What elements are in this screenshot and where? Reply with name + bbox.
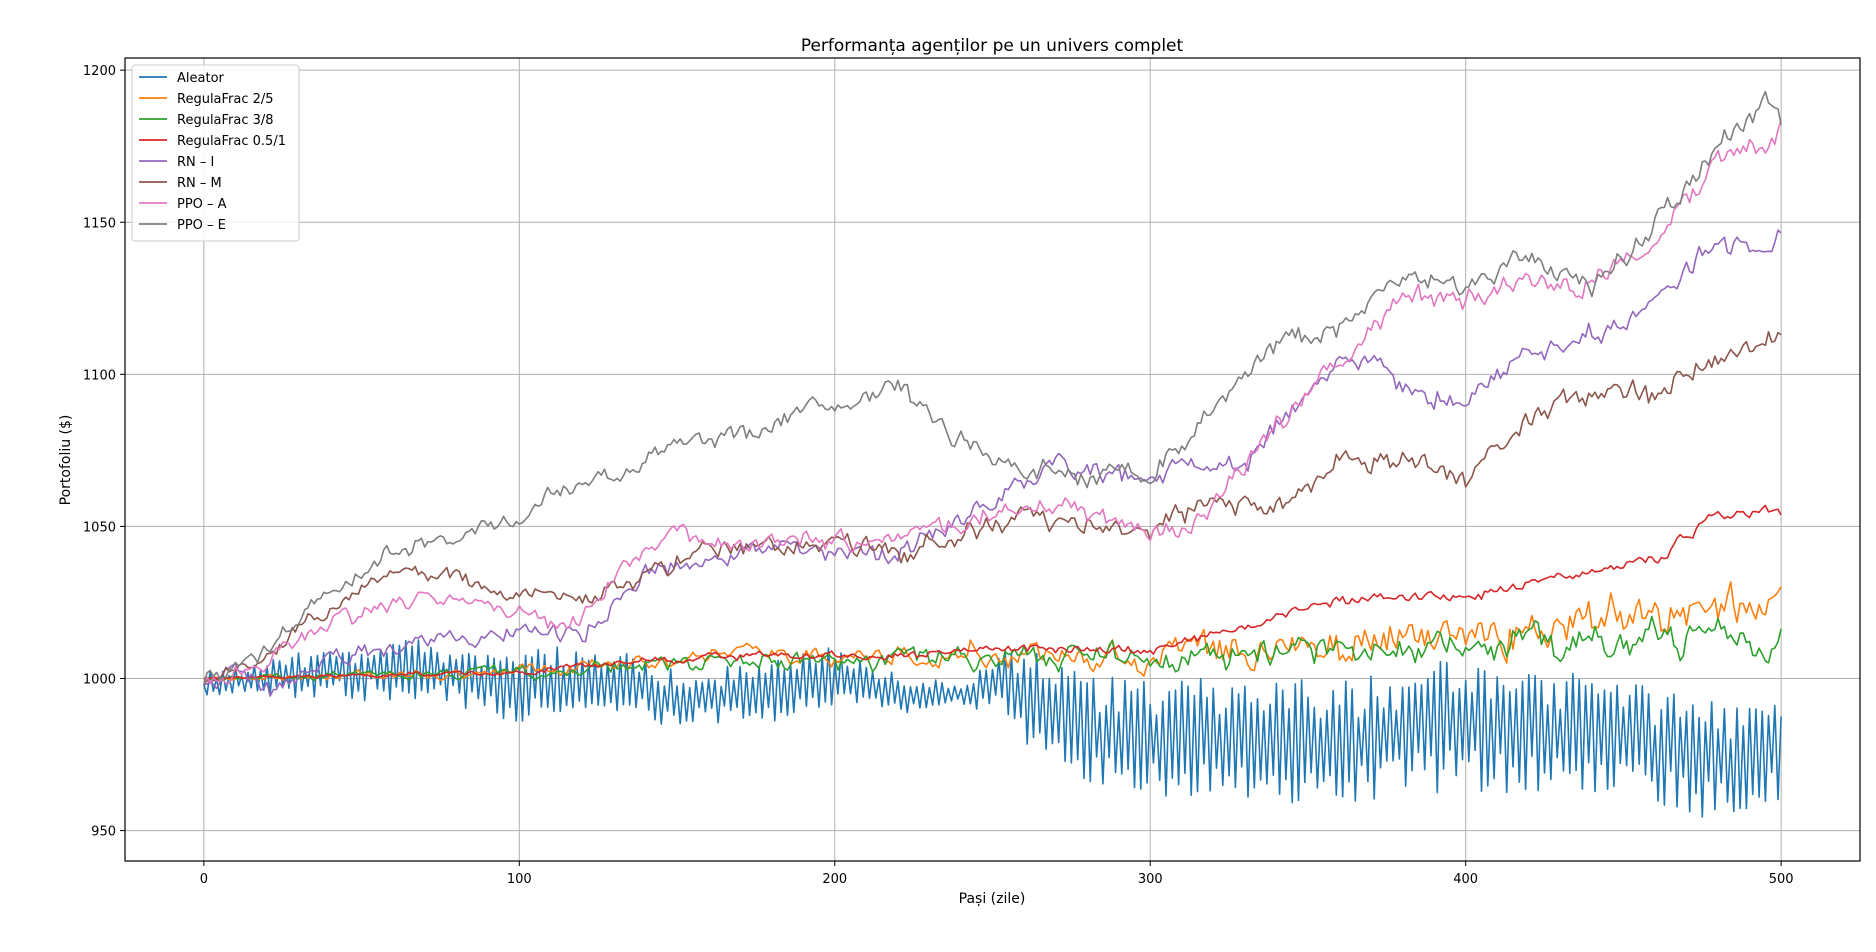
- y-axis-title: Portofoliu ($): [58, 415, 74, 506]
- x-tick-label: 500: [1769, 872, 1794, 887]
- x-tick-label: 0: [200, 872, 208, 887]
- x-axis-title: Pași (zile): [959, 891, 1026, 907]
- y-tick-label: 1200: [83, 64, 116, 79]
- legend-label: RegulaFrac 3/8: [177, 113, 274, 128]
- series-line-4: [203, 504, 1782, 680]
- series-line-5: [203, 229, 1782, 697]
- legend-label: RegulaFrac 2/5: [177, 92, 274, 107]
- series-line-2: [203, 581, 1782, 682]
- y-tick-label: 1150: [83, 216, 116, 231]
- y-tick-label: 1000: [83, 673, 116, 688]
- legend-box: [131, 64, 300, 242]
- legend-label: PPO – E: [177, 218, 226, 233]
- legend-label: RN – M: [177, 176, 222, 191]
- y-tick-label: 1100: [83, 368, 116, 383]
- x-tick-label: 100: [507, 872, 532, 887]
- y-tick-label: 950: [91, 825, 116, 840]
- series-line-6: [203, 331, 1782, 686]
- series-line-1: [203, 639, 1782, 818]
- legend-label: PPO – A: [177, 197, 227, 212]
- plot-frame: [124, 57, 1861, 862]
- legend-label: RN – I: [177, 155, 214, 170]
- axis-ticks: 0 100 200 300 400 500 950 1000 1050 1100 1150 1200: [83, 64, 1794, 887]
- series-line-3: [203, 615, 1782, 682]
- legend: Aleator RegulaFrac 2/5 RegulaFrac 3/8 Regul…: [131, 64, 300, 242]
- chart-title: Performanța agenților pe un univers comp…: [801, 36, 1184, 56]
- series-line-7: [203, 119, 1782, 685]
- series-line-8: [203, 90, 1782, 685]
- y-tick-label: 1050: [83, 520, 116, 535]
- legend-label: Aleator: [177, 71, 225, 86]
- series-lines: [203, 90, 1782, 818]
- x-tick-label: 400: [1453, 872, 1478, 887]
- legend-label: RegulaFrac 0.5/1: [177, 134, 286, 149]
- x-tick-label: 300: [1138, 872, 1163, 887]
- x-tick-label: 200: [822, 872, 847, 887]
